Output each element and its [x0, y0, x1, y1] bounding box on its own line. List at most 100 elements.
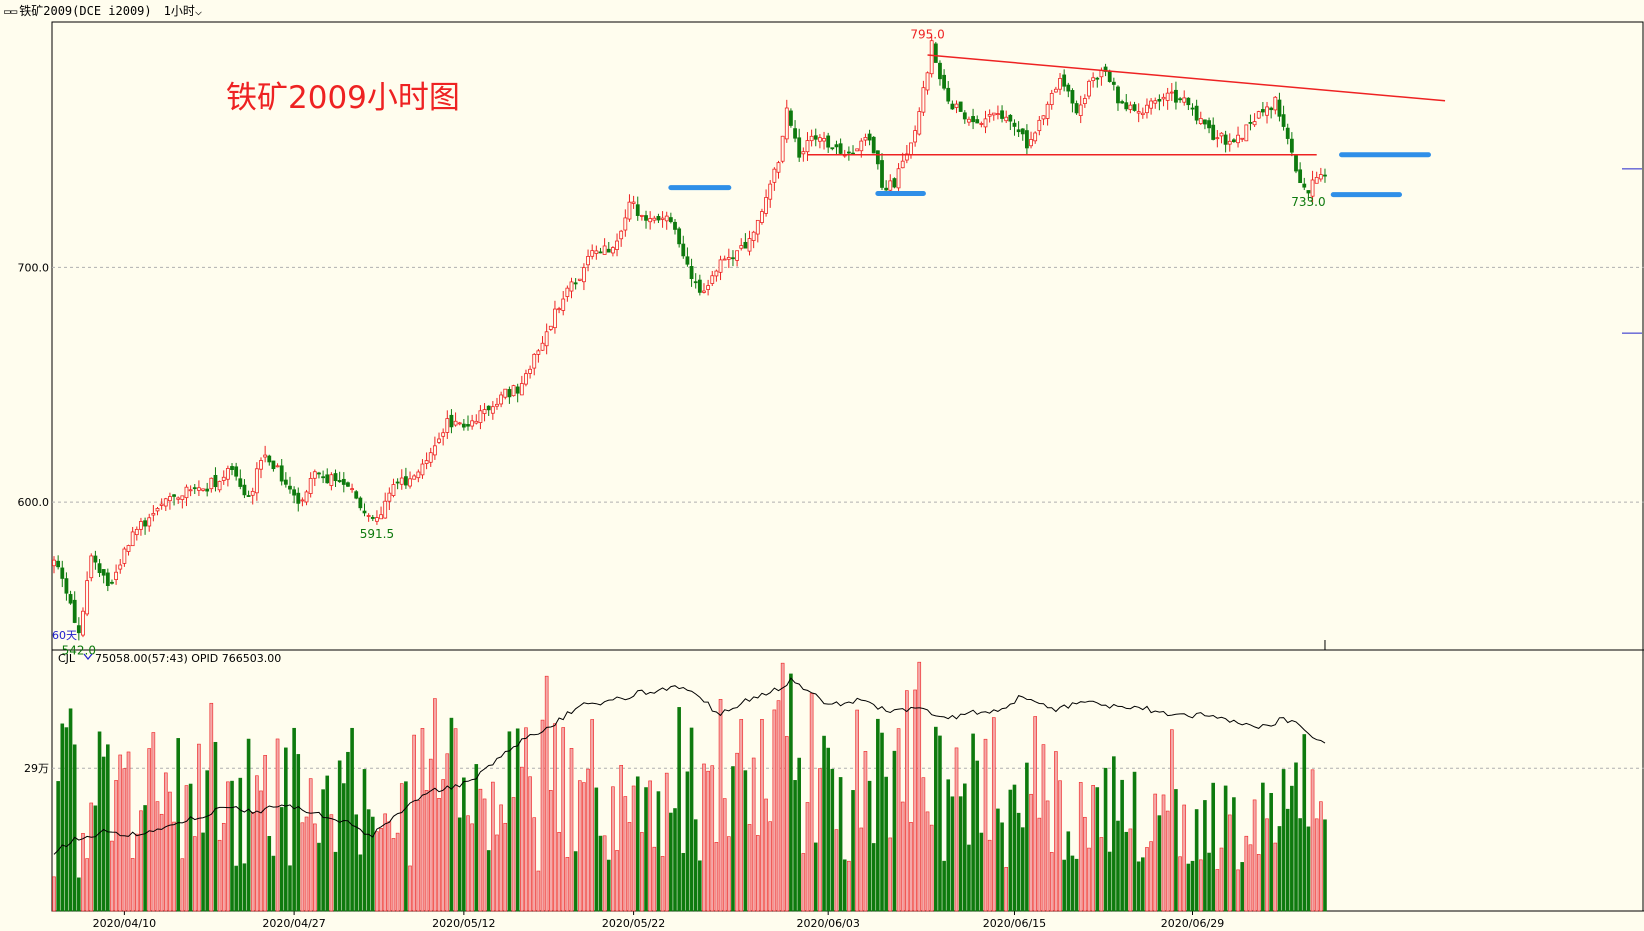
volume-bar-up: [379, 828, 383, 912]
candle-down: [958, 101, 963, 112]
candle-up: [544, 331, 549, 347]
candle-up: [1049, 93, 1054, 106]
y-tick-label: 600.0: [18, 496, 50, 509]
candle-up: [664, 215, 669, 222]
volume-bar-up: [114, 780, 118, 912]
volume-bar-down: [934, 726, 938, 912]
candle-up: [1091, 77, 1096, 82]
volume-bar-down: [594, 787, 599, 912]
volume-bar-up: [1145, 847, 1149, 912]
candle-up: [1310, 179, 1315, 197]
candle-down: [143, 520, 147, 527]
candle-up: [648, 218, 653, 223]
volume-bar-down: [337, 760, 342, 912]
candle-up: [201, 488, 205, 491]
candle-up: [1182, 97, 1187, 103]
candle-up: [1161, 96, 1166, 100]
candle-down: [395, 481, 400, 484]
volume-bar-up: [412, 734, 416, 912]
volume-bar-up: [1265, 818, 1269, 912]
candle-down: [461, 423, 466, 428]
volume-bar-down: [238, 777, 243, 912]
volume-bar-down: [321, 789, 325, 912]
volume-bar-up: [495, 834, 499, 912]
volume-bar-down: [449, 717, 454, 912]
volume-bar-down: [474, 764, 479, 912]
price-extreme-label: 591.5: [360, 527, 394, 541]
volume-bar-down: [635, 776, 640, 912]
candle-down: [279, 465, 284, 482]
candle-up: [180, 495, 185, 500]
candle-down: [1111, 81, 1116, 85]
candle-up: [482, 409, 487, 414]
volume-bar-up: [631, 785, 636, 912]
volume-bar-down: [296, 754, 301, 912]
volume-bar-up: [764, 798, 768, 912]
volume-bar-up: [1045, 800, 1050, 912]
candle-up: [1136, 111, 1141, 114]
volume-bar-up: [250, 812, 255, 912]
volume-bar-up: [1227, 814, 1232, 912]
candle-up: [1227, 140, 1232, 145]
ma-tag-label: 60天: [52, 629, 77, 642]
volume-bar-up: [1314, 818, 1319, 912]
candle-up: [623, 217, 628, 231]
candle-up: [780, 135, 785, 162]
volume-bar-down: [93, 805, 98, 912]
candle-down: [743, 241, 748, 249]
volume-bar-up: [863, 751, 868, 912]
volume-bar-up: [399, 783, 404, 912]
volume-bar-up: [727, 836, 731, 912]
volume-bar-down: [867, 780, 872, 912]
volume-bar-down: [1062, 859, 1066, 912]
candle-down: [1178, 98, 1182, 101]
volume-bar-up: [847, 860, 851, 912]
volume-bar-up: [300, 822, 305, 912]
volume-bar-down: [1136, 861, 1141, 912]
volume-bar-down: [1066, 831, 1071, 912]
candle-up: [416, 471, 421, 479]
candle-up: [577, 278, 582, 281]
volume-bar-up: [424, 790, 429, 912]
candle-down: [317, 472, 321, 475]
volume-bar-down: [669, 812, 673, 912]
candle-up: [751, 231, 756, 241]
volume-bar-up: [660, 856, 665, 912]
volume-bar-up: [453, 728, 458, 912]
volume-bar-up: [1319, 801, 1323, 912]
volume-bar-down: [1323, 819, 1327, 912]
candle-up: [391, 484, 396, 496]
candle-down: [1070, 90, 1075, 104]
candle-down: [884, 187, 889, 191]
volume-bar-down: [946, 779, 951, 912]
candle-down: [1016, 129, 1021, 133]
volume-bar-up: [1091, 785, 1095, 912]
candle-down: [110, 581, 114, 584]
volume-bar-up: [192, 836, 197, 912]
x-tick-label: 2020/04/27: [262, 917, 325, 930]
volume-bar-down: [366, 809, 371, 912]
volume-bar-down: [97, 731, 102, 912]
candle-down: [337, 480, 342, 483]
candle-down: [486, 405, 491, 411]
candle-up: [863, 137, 868, 141]
volume-bar-down: [101, 756, 106, 912]
volume-bar-down: [942, 860, 946, 912]
volume-bar-up: [209, 702, 214, 912]
volume-bar-up: [917, 661, 922, 912]
volume-bar-up: [491, 781, 495, 912]
candle-up: [1314, 176, 1319, 184]
trend-line[interactable]: [927, 54, 1446, 102]
candle-down: [283, 479, 288, 485]
volume-bar-up: [499, 804, 503, 912]
volume-bar-up: [640, 832, 644, 912]
volume-bar-down: [201, 832, 205, 912]
candle-down: [234, 466, 239, 477]
period-dropdown[interactable]: 1小时⌵: [164, 4, 202, 18]
volume-bar-down: [1302, 734, 1307, 912]
chevron-down-icon[interactable]: [83, 653, 93, 660]
candle-down: [1124, 102, 1129, 110]
candle-up: [1273, 96, 1278, 111]
candle-up: [718, 259, 723, 273]
